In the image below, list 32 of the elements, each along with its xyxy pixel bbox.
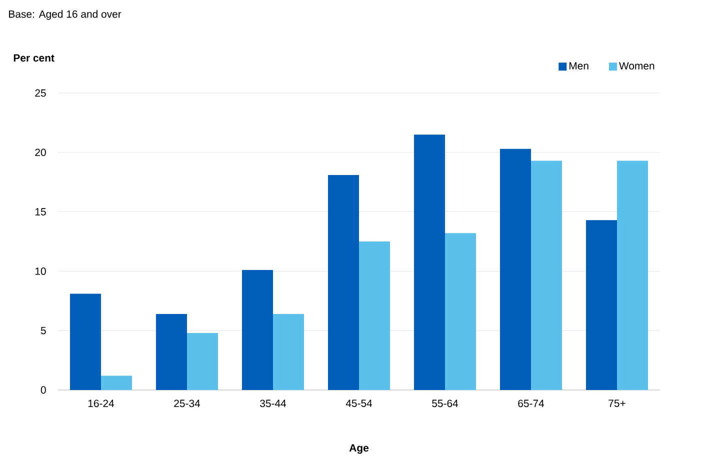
bar: [445, 233, 476, 390]
bar: [359, 242, 390, 390]
bar: [414, 134, 446, 390]
bar: [156, 314, 187, 390]
bar: [500, 148, 532, 390]
y-tick-label: 15: [35, 208, 46, 216]
x-tick-label: 55-64: [432, 400, 458, 408]
y-tick-label: 5: [40, 326, 46, 334]
x-tick-label: 75+: [608, 400, 626, 407]
chart-subtitle: Base: Aged 16 and over: [9, 10, 122, 20]
x-tick-label: 35-44: [260, 400, 286, 408]
bar: [617, 160, 648, 390]
bar: [70, 294, 101, 390]
bar: [586, 220, 618, 390]
x-axis-title: Age: [349, 444, 369, 454]
bar: [273, 314, 304, 390]
y-tick-label: 0: [40, 386, 46, 394]
y-axis-title: Per cent: [14, 54, 54, 62]
legend-label: Men: [569, 62, 588, 70]
x-tick-label: 65-74: [518, 400, 544, 408]
bar: [531, 160, 562, 390]
bar: [328, 174, 360, 390]
x-tick-label: 25-34: [174, 400, 200, 408]
y-tick-label: 25: [35, 89, 46, 97]
bar: [187, 332, 218, 390]
x-tick-label: 16-24: [88, 400, 114, 408]
x-tick-label: 45-54: [346, 400, 372, 407]
bar: [242, 270, 273, 390]
bar: [101, 376, 132, 390]
y-tick-label: 10: [35, 268, 46, 275]
legend-label: Women: [619, 62, 654, 70]
y-tick-label: 20: [35, 148, 46, 156]
